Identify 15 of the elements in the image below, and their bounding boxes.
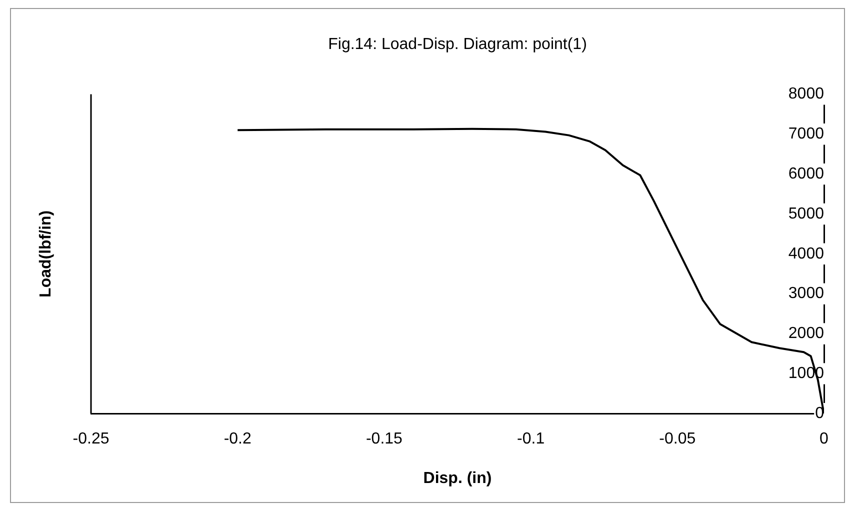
- y-tick-label: 7000: [788, 126, 824, 143]
- x-axis-title: Disp. (in): [423, 470, 492, 487]
- x-tick-label: -0.1: [517, 430, 545, 448]
- x-tick-label: -0.05: [659, 430, 696, 448]
- y-tick-label: 5000: [788, 205, 824, 222]
- chart-title: Fig.14: Load-Disp. Diagram: point(1): [328, 36, 587, 54]
- x-tick-label: -0.15: [366, 430, 403, 448]
- y-tick-label: 4000: [788, 245, 824, 262]
- x-tick-label: -0.25: [72, 430, 110, 448]
- y-axis-title: Load(lbf/in): [37, 210, 54, 298]
- y-tick-label: 3000: [788, 285, 824, 302]
- x-tick-label: -0.2: [224, 430, 252, 448]
- y-tick-label: 2000: [788, 325, 824, 342]
- y-tick-label: 8000: [788, 86, 824, 103]
- y-tick-label: 6000: [788, 165, 824, 182]
